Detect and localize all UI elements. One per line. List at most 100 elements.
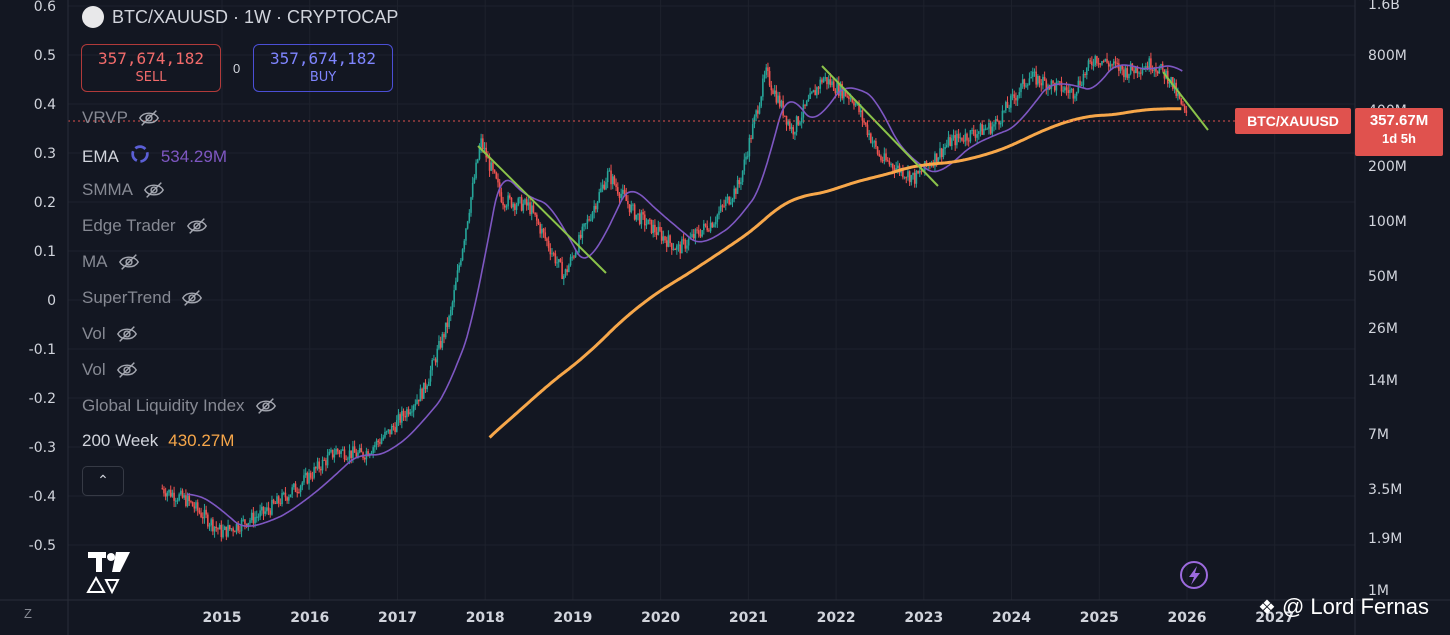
candle-body [294, 483, 297, 492]
candle-body [411, 411, 413, 413]
indicator-row[interactable]: 200 Week 430.27M [82, 431, 234, 451]
candle-body [794, 131, 796, 135]
candle-body [323, 459, 326, 461]
candle-body [262, 506, 265, 514]
candle-body [897, 165, 899, 169]
candle-body [230, 528, 233, 530]
candle-body [961, 137, 963, 141]
candle-body [956, 133, 958, 146]
candle-body [598, 192, 601, 202]
candle-body [1026, 84, 1029, 86]
indicator-row[interactable]: Edge Trader [82, 215, 208, 237]
timezone-button[interactable]: Z [24, 606, 32, 621]
eye-off-icon[interactable] [116, 359, 138, 381]
candle-body [355, 452, 358, 457]
candle-body [762, 78, 764, 97]
indicator-row[interactable]: MA [82, 251, 140, 273]
right-axis-tick-label: 800M [1368, 48, 1407, 64]
candle-body [331, 449, 334, 458]
candle-body [934, 153, 936, 167]
candle-body [1106, 58, 1108, 63]
candle-body [805, 101, 808, 106]
indicator-row[interactable]: Vol [82, 323, 138, 345]
candle-body [568, 265, 570, 273]
indicator-row[interactable]: Global Liquidity Index [82, 395, 277, 417]
candle-body [546, 238, 548, 241]
candle-body [343, 449, 346, 460]
indicator-name: SuperTrend [82, 288, 172, 307]
candle-body [377, 440, 380, 443]
right-axis-tick-label: 1M [1368, 583, 1389, 599]
sell-button[interactable]: 357,674,182 SELL [81, 44, 221, 92]
candle-body [293, 483, 295, 488]
indicator-row[interactable]: Vol [82, 359, 138, 381]
candle-body [1015, 97, 1017, 101]
candle-body [807, 98, 810, 102]
candle-body [277, 496, 280, 504]
candle-body [628, 204, 631, 213]
candle-body [645, 224, 648, 226]
collapse-legend-button[interactable]: ⌃ [82, 466, 124, 496]
candle-body [161, 488, 164, 490]
candle-body [777, 95, 779, 103]
candle-body [868, 133, 870, 136]
indicator-row[interactable]: EMA 534.29M [82, 143, 227, 170]
candle-body [242, 519, 245, 521]
candle-body [554, 253, 557, 264]
candle-body [972, 129, 975, 135]
eye-off-icon[interactable] [118, 251, 140, 273]
candle-body [586, 219, 589, 224]
candle-body [1030, 76, 1032, 79]
candle-body [284, 492, 287, 498]
candle-body [951, 138, 953, 147]
candle-body [1025, 85, 1027, 87]
indicator-row[interactable]: SMMA [82, 179, 165, 201]
right-axis-tick-label: 100M [1368, 214, 1407, 230]
candle-body [664, 236, 666, 241]
candle-body [1182, 104, 1184, 106]
indicator-row[interactable]: VRVP [82, 107, 160, 129]
time-axis-tick-label: 2024 [992, 610, 1031, 626]
candle-body [249, 520, 251, 523]
lightning-icon[interactable] [1180, 561, 1208, 589]
eye-off-icon[interactable] [181, 287, 203, 309]
candle-body [274, 503, 277, 505]
candle-body [937, 157, 940, 163]
candle-body [1094, 56, 1097, 66]
eye-off-icon[interactable] [186, 215, 208, 237]
candle-body [1129, 63, 1132, 74]
ema-line [186, 64, 1183, 528]
candle-body [186, 495, 189, 506]
candle-body [824, 77, 827, 79]
eye-off-icon[interactable] [143, 179, 165, 201]
candle-body [714, 221, 717, 225]
candle-body [851, 98, 854, 103]
candle-body [630, 204, 633, 213]
candle-body [733, 188, 735, 200]
candle-body [650, 219, 653, 234]
candle-body [250, 512, 253, 521]
candle-body [311, 477, 314, 479]
buy-label: BUY [309, 70, 337, 85]
time-axis-tick-label: 2027 [1255, 610, 1294, 626]
eye-off-icon[interactable] [255, 395, 277, 417]
buy-button[interactable]: 357,674,182 BUY [253, 44, 393, 92]
eye-off-icon[interactable] [138, 107, 160, 129]
candle-body [191, 501, 194, 507]
candle-body [208, 525, 211, 527]
indicator-row[interactable]: SuperTrend [82, 287, 203, 309]
candle-body [547, 240, 550, 249]
time-axis-tick-label: 2022 [817, 610, 856, 626]
time-axis-tick-label: 2023 [904, 610, 943, 626]
candle-body [834, 90, 837, 94]
candle-body [444, 322, 447, 338]
candle-body [178, 494, 180, 501]
time-axis-tick-label: 2025 [1080, 610, 1119, 626]
candle-body [1112, 61, 1115, 65]
candle-body [490, 162, 493, 171]
eye-off-icon[interactable] [116, 323, 138, 345]
candle-body [674, 249, 676, 251]
indicator-name: SMMA [82, 180, 133, 199]
indicator-name: VRVP [82, 108, 128, 127]
